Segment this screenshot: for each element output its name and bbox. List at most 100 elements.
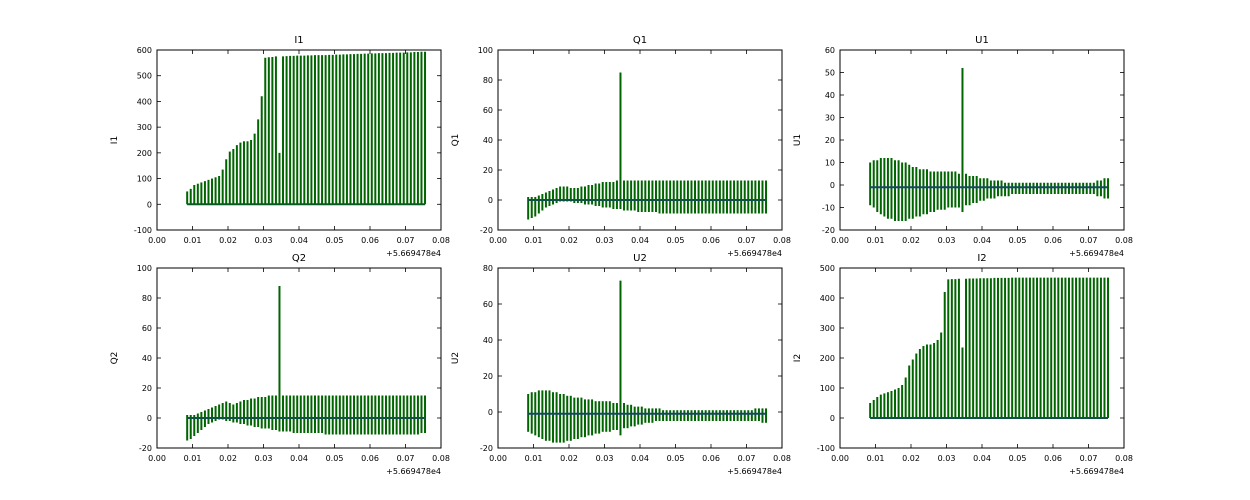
- y-tick-label: 200: [820, 354, 835, 363]
- x-tick-label: 0.07: [738, 236, 756, 245]
- x-offset-label: +5.669478e4: [386, 467, 441, 476]
- x-tick-label: 0.06: [1044, 236, 1062, 245]
- x-tick-label: 0.06: [702, 454, 720, 463]
- y-tick-label: 20: [142, 384, 152, 393]
- y-tick-label: 50: [825, 69, 835, 78]
- y-tick-label: -20: [139, 444, 152, 453]
- y-tick-label: 0: [488, 408, 493, 417]
- x-tick-label: 0.02: [219, 454, 237, 463]
- x-tick-label: 0.07: [738, 454, 756, 463]
- y-tick-label: -20: [480, 226, 493, 235]
- x-tick-label: 0.01: [184, 454, 202, 463]
- x-offset-label: +5.669478e4: [386, 249, 441, 258]
- subplot-title: Q1: [633, 35, 647, 46]
- x-tick-label: 0.08: [773, 236, 791, 245]
- x-tick-label: 0.05: [326, 236, 344, 245]
- x-tick-label: 0.00: [489, 454, 507, 463]
- y-tick-label: 300: [820, 324, 835, 333]
- x-tick-label: 0.01: [525, 236, 543, 245]
- x-tick-label: 0.07: [1080, 236, 1098, 245]
- subplot-title: U1: [975, 35, 989, 46]
- x-tick-label: 0.00: [148, 236, 166, 245]
- x-tick-label: 0.01: [184, 236, 202, 245]
- x-tick-label: 0.05: [1009, 236, 1027, 245]
- y-tick-label: 40: [142, 354, 152, 363]
- x-tick-label: 0.03: [255, 454, 273, 463]
- y-tick-label: 60: [142, 324, 152, 333]
- y-tick-label: 60: [483, 300, 493, 309]
- x-tick-label: 0.02: [560, 454, 578, 463]
- x-tick-label: 0.08: [1115, 454, 1133, 463]
- y-tick-label: 60: [483, 106, 493, 115]
- error-bars: [186, 286, 427, 441]
- x-tick-label: 0.04: [631, 236, 649, 245]
- x-tick-label: 0.02: [560, 236, 578, 245]
- x-tick-label: 0.05: [667, 454, 685, 463]
- x-tick-label: 0.01: [525, 454, 543, 463]
- y-tick-label: 100: [137, 175, 152, 184]
- subplot-title: I1: [294, 35, 303, 46]
- y-tick-label: 400: [137, 97, 152, 106]
- y-tick-label: 600: [137, 46, 152, 55]
- y-axis-label: Q1: [451, 134, 461, 147]
- x-tick-label: 0.06: [1044, 454, 1062, 463]
- subplot-q1: Q1 Q1 0.00 0.01 0.02 0.03 0.04 0.05 0.06 0.07 0.08…: [451, 35, 791, 258]
- y-tick-label: 10: [825, 159, 835, 168]
- y-tick-label: -100: [817, 444, 835, 453]
- x-tick-label: 0.04: [290, 236, 308, 245]
- y-tick-label: 80: [483, 76, 493, 85]
- x-tick-label: 0.08: [432, 454, 450, 463]
- x-tick-label: 0.07: [1080, 454, 1098, 463]
- y-tick-label: 80: [483, 264, 493, 273]
- y-tick-label: -20: [822, 226, 835, 235]
- x-tick-label: 0.01: [867, 236, 885, 245]
- x-tick-label: 0.07: [397, 454, 415, 463]
- subplot-title: I2: [977, 253, 986, 264]
- x-tick-label: 0.05: [326, 454, 344, 463]
- y-tick-label: 20: [483, 372, 493, 381]
- y-tick-label: 200: [137, 149, 152, 158]
- x-tick-label: 0.00: [831, 454, 849, 463]
- y-axis-label: Q2: [110, 352, 120, 365]
- y-tick-label: 40: [825, 91, 835, 100]
- error-bars: [527, 280, 768, 443]
- x-tick-label: 0.00: [148, 454, 166, 463]
- error-bars: [869, 68, 1110, 221]
- x-tick-label: 0.03: [938, 454, 956, 463]
- y-tick-label: 0: [830, 414, 835, 423]
- x-tick-label: 0.00: [831, 236, 849, 245]
- x-tick-label: 0.04: [973, 236, 991, 245]
- y-axis-label: I2: [793, 354, 803, 362]
- x-tick-label: 0.07: [397, 236, 415, 245]
- x-tick-label: 0.02: [902, 454, 920, 463]
- subplot-i2: I2 I2 0.00 0.01 0.02 0.03 0.04 0.05 0.06 0.07 0.08…: [793, 253, 1133, 476]
- y-axis-label: U1: [793, 134, 803, 146]
- y-tick-label: 20: [483, 166, 493, 175]
- x-tick-label: 0.08: [1115, 236, 1133, 245]
- x-tick-label: 0.06: [361, 236, 379, 245]
- y-tick-label: 60: [825, 46, 835, 55]
- x-tick-label: 0.06: [361, 454, 379, 463]
- subplot-q2: Q2 Q2 0.00 0.01 0.02 0.03 0.04 0.05 0.06 0.07 0.08…: [110, 253, 450, 476]
- y-tick-label: 500: [137, 72, 152, 81]
- y-tick-label: 40: [483, 336, 493, 345]
- y-axis-label: U2: [451, 352, 461, 364]
- y-tick-label: 100: [478, 46, 493, 55]
- subplot-i1: I1 I1 0.00 0.01 0.02 0.03 0.04 0.05 0.06 0.07 0.08…: [110, 35, 450, 258]
- y-tick-label: 40: [483, 136, 493, 145]
- x-tick-label: 0.08: [773, 454, 791, 463]
- x-tick-label: 0.04: [631, 454, 649, 463]
- y-tick-label: 100: [137, 264, 152, 273]
- x-tick-label: 0.03: [596, 454, 614, 463]
- y-tick-label: 100: [820, 384, 835, 393]
- x-offset-label: +5.669478e4: [727, 467, 782, 476]
- x-tick-label: 0.05: [667, 236, 685, 245]
- error-bars: [186, 51, 427, 205]
- x-tick-label: 0.05: [1009, 454, 1027, 463]
- y-tick-label: 0: [488, 196, 493, 205]
- plot-frame: [839, 267, 1125, 449]
- y-axis-label: I1: [110, 136, 120, 144]
- x-tick-label: 0.03: [255, 236, 273, 245]
- x-tick-label: 0.06: [702, 236, 720, 245]
